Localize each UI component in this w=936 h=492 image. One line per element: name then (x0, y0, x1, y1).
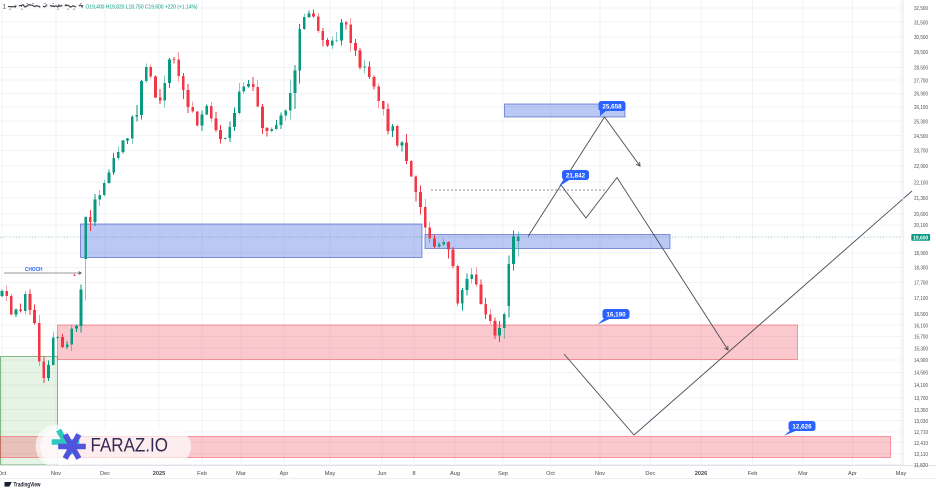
svg-text:17,700: 17,700 (914, 281, 928, 287)
svg-text:13,700: 13,700 (914, 396, 928, 402)
svg-text:Nov: Nov (595, 471, 605, 477)
svg-text:2025: 2025 (153, 471, 165, 477)
svg-text:Apr: Apr (280, 471, 289, 477)
svg-text:Jun: Jun (377, 471, 386, 477)
svg-text:12,710: 12,710 (914, 430, 928, 436)
svg-text:Mar: Mar (236, 471, 246, 477)
svg-text:21,350: 21,350 (914, 196, 928, 202)
svg-text:Dec: Dec (645, 471, 655, 477)
svg-text:18,900: 18,900 (914, 251, 928, 257)
svg-text:16,500: 16,500 (914, 312, 928, 318)
svg-text:Sep: Sep (498, 471, 508, 477)
svg-text:12,410: 12,410 (914, 441, 928, 447)
svg-text:26,100: 26,100 (914, 105, 928, 111)
svg-text:Aug: Aug (450, 471, 460, 477)
svg-text:TradingView: TradingView (14, 483, 41, 489)
svg-text:8: 8 (412, 471, 415, 477)
svg-text:14,900: 14,900 (914, 358, 928, 364)
svg-text:29,500: 29,500 (914, 50, 928, 56)
svg-text:18,300: 18,300 (914, 266, 928, 272)
svg-text:25,300: 25,300 (914, 119, 928, 125)
svg-text:17,100: 17,100 (914, 296, 928, 302)
svg-text:13,030: 13,030 (914, 419, 928, 425)
svg-text:Mar: Mar (798, 471, 808, 477)
svg-text:Oct: Oct (0, 471, 7, 477)
svg-text:2026: 2026 (695, 471, 707, 477)
svg-text:Nov: Nov (51, 471, 61, 477)
svg-text:30,500: 30,500 (914, 35, 928, 41)
svg-text:FARAZ.IO: FARAZ.IO (91, 435, 169, 457)
svg-text:27,700: 27,700 (914, 78, 928, 84)
svg-text:28,500: 28,500 (914, 66, 928, 72)
svg-text:15,300: 15,300 (914, 346, 928, 352)
svg-text:CHOCH: CHOCH (25, 267, 43, 273)
svg-text:1: 1 (3, 4, 7, 11)
svg-text:32,500: 32,500 (914, 6, 928, 12)
svg-text:21,842: 21,842 (566, 172, 586, 179)
svg-text:20,600: 20,600 (914, 212, 928, 218)
svg-text:25,658: 25,658 (602, 103, 622, 110)
svg-text:May: May (325, 471, 336, 477)
svg-text:O19,400 H19,820 L18,750 C19,60: O19,400 H19,820 L18,750 C19,600 +220 (+1… (86, 4, 198, 10)
svg-text:22,100: 22,100 (914, 180, 928, 186)
svg-text:16,100: 16,100 (914, 323, 928, 329)
svg-text:19,600: 19,600 (913, 235, 929, 241)
svg-text:Feb: Feb (748, 471, 758, 477)
svg-text:Dec: Dec (100, 471, 110, 477)
svg-text:12,626: 12,626 (792, 423, 812, 430)
svg-text:24,500: 24,500 (914, 134, 928, 140)
svg-text:11,820: 11,820 (914, 463, 928, 469)
svg-text:31,500: 31,500 (914, 20, 928, 26)
svg-text:26,900: 26,900 (914, 92, 928, 98)
svg-text:14,500: 14,500 (914, 371, 928, 377)
svg-text:13,350: 13,350 (914, 408, 928, 414)
svg-text:Oct: Oct (546, 471, 555, 477)
svg-text:12,110: 12,110 (914, 452, 928, 458)
svg-text:15,700: 15,700 (914, 335, 928, 341)
svg-text:20,100: 20,100 (914, 223, 928, 229)
svg-text:May: May (896, 471, 907, 477)
svg-text:23,700: 23,700 (914, 149, 928, 155)
svg-text:14,100: 14,100 (914, 383, 928, 389)
svg-text:Feb: Feb (197, 471, 207, 477)
svg-text:Apr: Apr (848, 471, 857, 477)
svg-text:22,900: 22,900 (914, 164, 928, 170)
svg-text:16,190: 16,190 (606, 311, 626, 318)
